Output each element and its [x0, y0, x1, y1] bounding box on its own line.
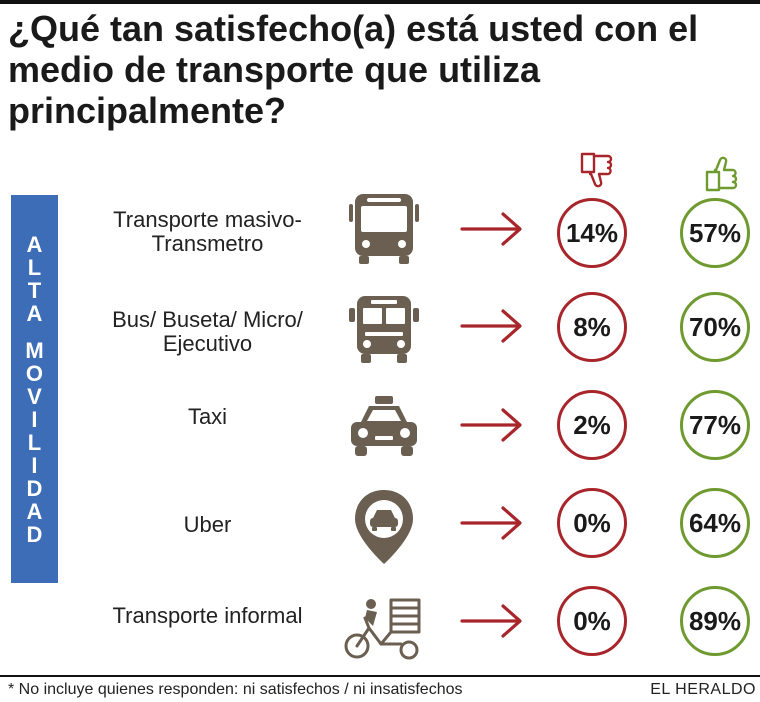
bus-icon — [349, 194, 419, 264]
satisfied-value: 89% — [680, 586, 750, 656]
row-label-line: Taxi — [187, 404, 228, 429]
side-label-letter: L — [27, 429, 42, 455]
row-label-line: Transporte masivo- — [113, 207, 302, 232]
unsatisfied-value: 0% — [557, 586, 627, 656]
side-label-letter: I — [31, 406, 38, 432]
side-label-letter: V — [27, 383, 42, 409]
arrow-icon — [460, 506, 522, 540]
side-label-letter: I — [31, 452, 38, 478]
side-label-letter: O — [25, 360, 44, 386]
unsatisfied-value: 0% — [557, 488, 627, 558]
tricycle-icon — [344, 598, 421, 660]
row-label-uber: Uber — [80, 513, 335, 537]
row-label-line: Ejecutivo — [162, 331, 253, 356]
arrow-icon — [460, 408, 522, 442]
side-label-letter: T — [27, 277, 42, 303]
unsatisfied-value: 2% — [557, 390, 627, 460]
arrow-icon — [460, 604, 522, 638]
row-label-line: Uber — [183, 512, 232, 537]
taxi-icon — [351, 396, 417, 456]
row-label-line: Transmetro — [151, 231, 264, 256]
top-rule — [0, 0, 760, 4]
side-label-letter: A — [26, 231, 43, 257]
unsatisfied-value: 8% — [557, 292, 627, 362]
arrow-icon — [460, 309, 522, 343]
side-label-letter: D — [26, 475, 43, 501]
thumbs-up-icon — [705, 156, 738, 192]
row-label-informal: Transporte informal — [80, 604, 335, 628]
row-label-taxi: Taxi — [80, 405, 335, 429]
car-pin-icon — [355, 490, 413, 564]
side-label-letter: L — [27, 254, 42, 280]
side-label-letter: A — [26, 300, 43, 326]
side-label-letter: A — [26, 498, 43, 524]
footnote: * No incluye quienes responden: ni satis… — [8, 681, 463, 698]
satisfied-value: 70% — [680, 292, 750, 362]
bottom-rule — [0, 675, 760, 677]
chart-title: ¿Qué tan satisfecho(a) está usted con el… — [8, 8, 699, 131]
satisfied-value: 57% — [680, 198, 750, 268]
unsatisfied-value: 14% — [557, 198, 627, 268]
row-label-transmetro: Transporte masivo- Transmetro — [80, 208, 335, 256]
side-label-letter: D — [26, 521, 43, 547]
arrow-icon — [460, 212, 522, 246]
row-label-line: Bus/ Buseta/ Micro/ — [112, 307, 303, 332]
satisfied-value: 77% — [680, 390, 750, 460]
school-bus-icon — [349, 296, 419, 363]
side-label-letter: M — [25, 337, 44, 363]
thumbs-down-icon — [580, 152, 613, 188]
row-label-bus: Bus/ Buseta/ Micro/ Ejecutivo — [80, 308, 335, 356]
brand-label: EL HERALDO — [650, 681, 756, 698]
satisfied-value: 64% — [680, 488, 750, 558]
row-label-line: Transporte informal — [112, 603, 303, 628]
